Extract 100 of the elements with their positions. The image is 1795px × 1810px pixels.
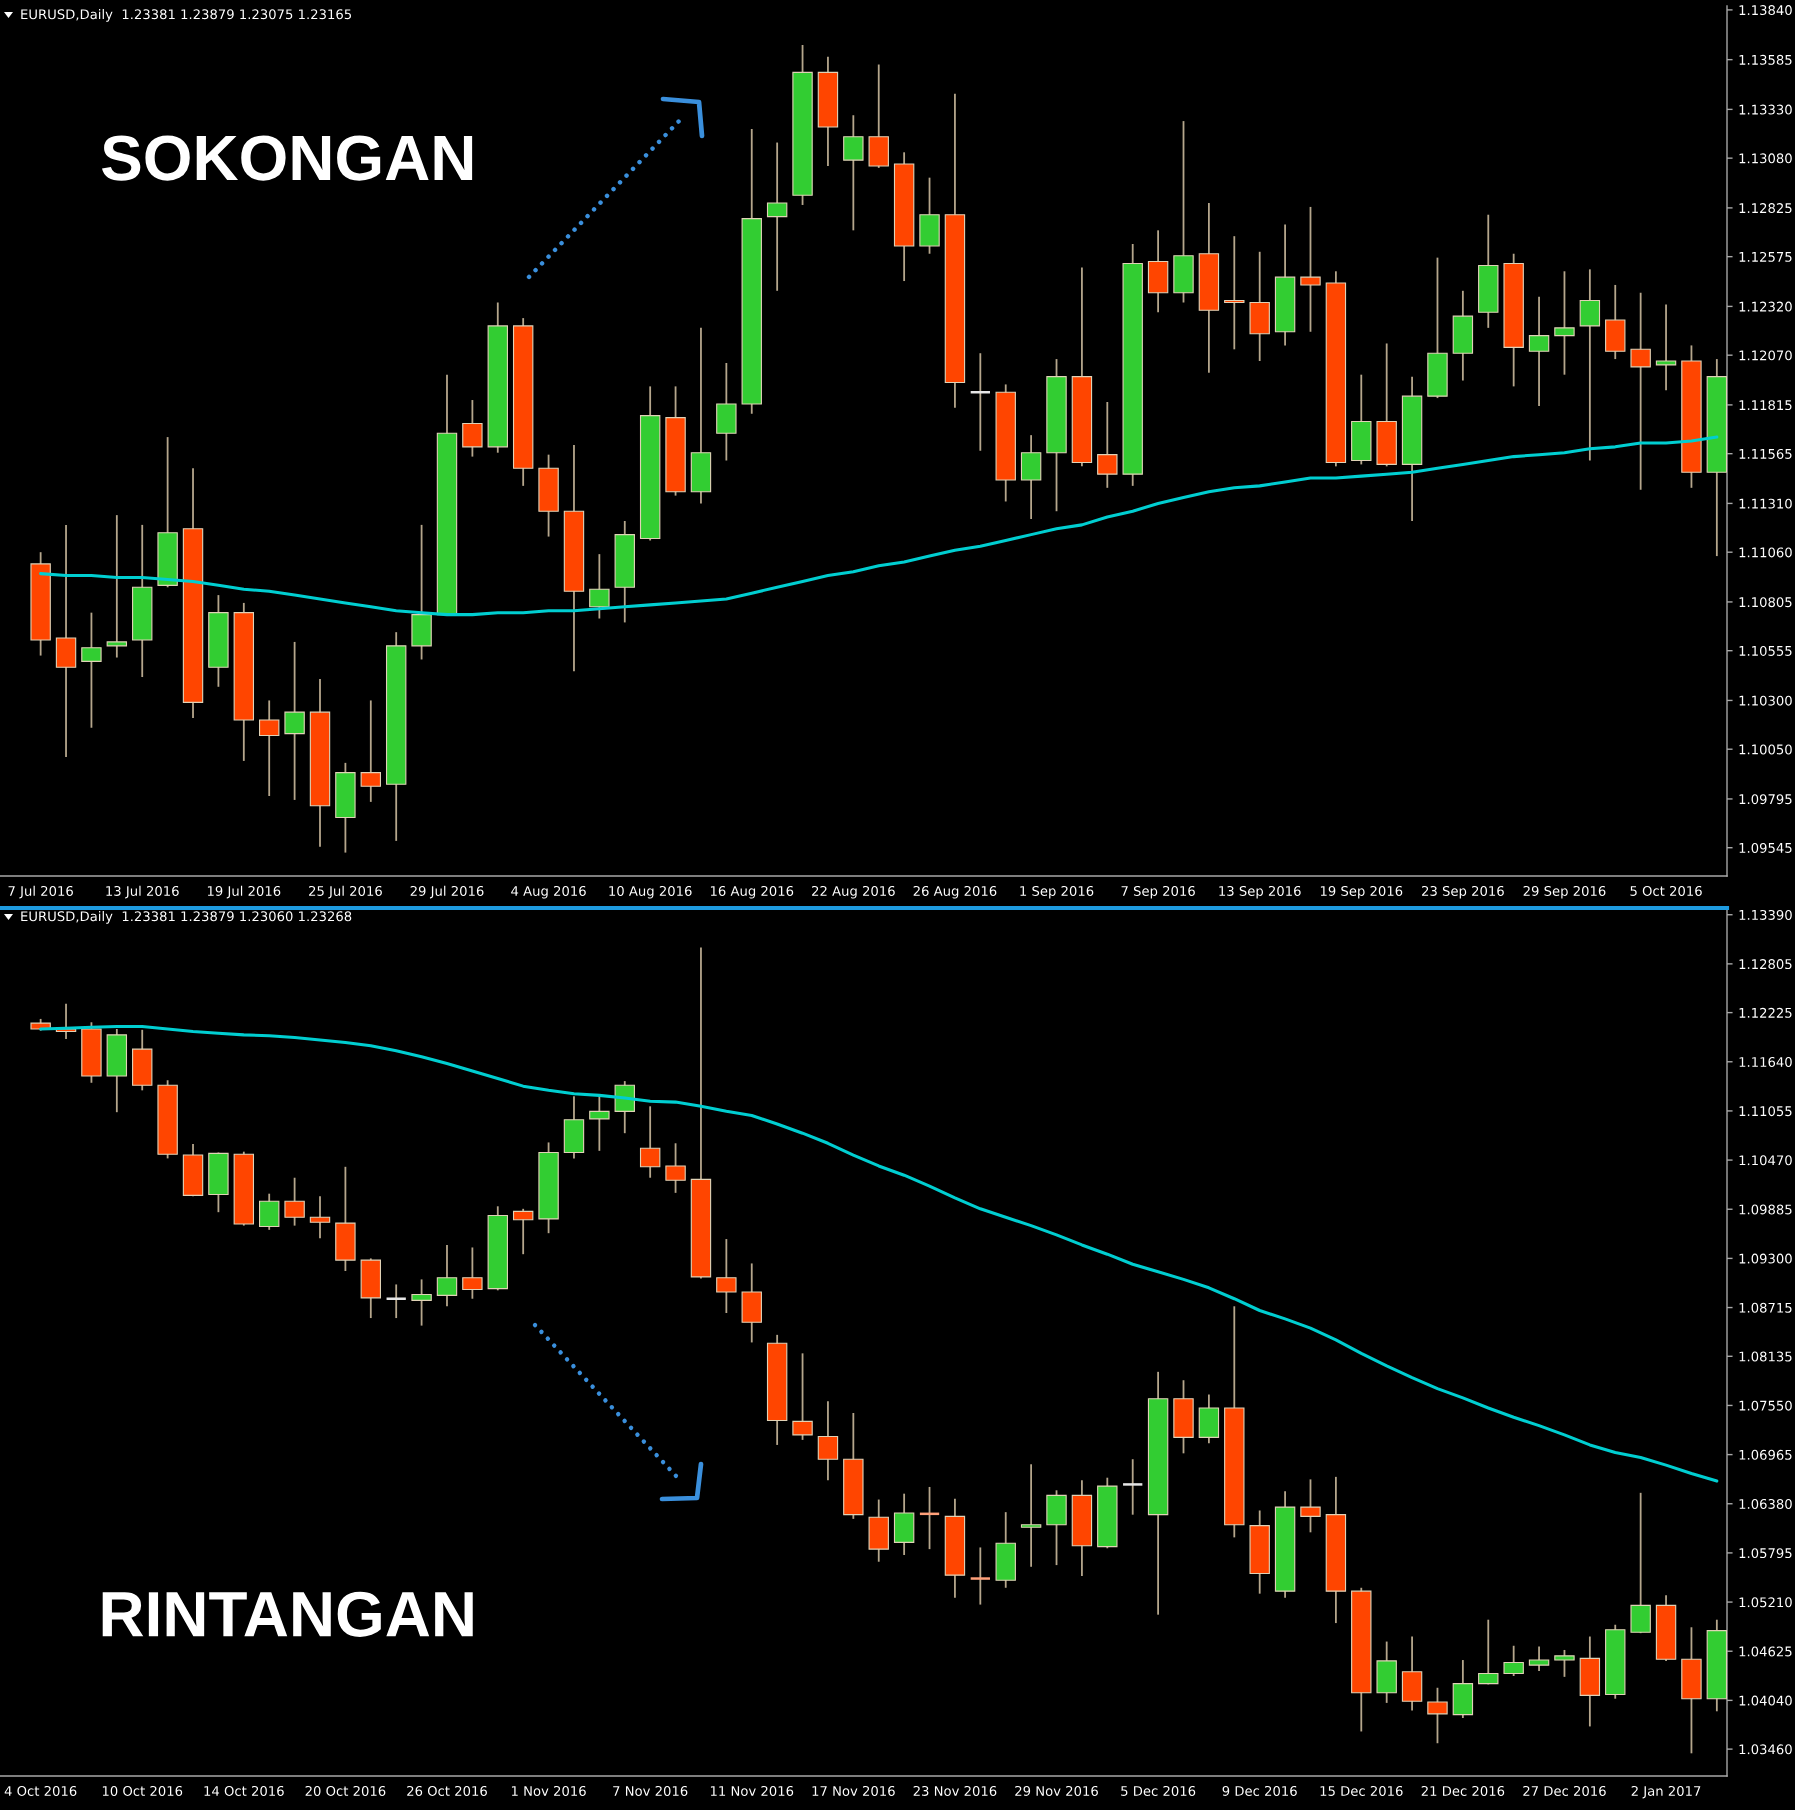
candlestick [716, 1238, 737, 1314]
y-tick-label: 1.12805 [1739, 959, 1792, 970]
candlestick [1554, 1649, 1575, 1678]
candlestick [462, 1246, 483, 1300]
candlestick [259, 699, 280, 797]
y-tick-label: 1.07550 [1739, 1400, 1792, 1411]
candlestick [918, 1486, 941, 1551]
candlestick [589, 553, 610, 620]
candlestick [360, 699, 382, 803]
candlestick [792, 1352, 813, 1441]
y-tick-label: 1.06380 [1739, 1498, 1792, 1509]
y-tick-label: 1.13840 [1739, 5, 1792, 16]
x-tick-label: 7 Nov 2016 [613, 1785, 688, 1796]
x-tick-label: 22 Aug 2016 [812, 885, 895, 899]
candlestick [817, 1400, 839, 1482]
x-tick-label: 23 Nov 2016 [913, 1785, 997, 1796]
chart-title: EURUSD,Daily 1.23381 1.23879 1.23060 1.23268 [21, 911, 352, 924]
candlestick [284, 1176, 305, 1227]
x-tick-label: 7 Jul 2016 [8, 885, 73, 899]
x-tick-label: 11 Nov 2016 [710, 1785, 794, 1796]
x-tick-label: 4 Oct 2016 [4, 1785, 77, 1796]
candlestick [1554, 270, 1575, 376]
candlestick [969, 1546, 992, 1606]
candlestick [843, 114, 864, 232]
x-tick-label: 13 Jul 2016 [106, 885, 179, 899]
x-tick-label: 17 Nov 2016 [812, 1785, 895, 1796]
y-tick-label: 1.13585 [1739, 54, 1792, 65]
candlestick [411, 1278, 432, 1327]
y-tick-label: 1.11640 [1739, 1056, 1792, 1067]
x-tick-label: 26 Aug 2016 [913, 885, 997, 899]
y-tick-label: 1.11815 [1739, 400, 1792, 411]
x-tick-label: 29 Nov 2016 [1015, 1785, 1098, 1796]
candlestick [1503, 1644, 1524, 1677]
candlestick [1528, 1645, 1550, 1672]
y-tick-label: 1.03460 [1739, 1744, 1792, 1755]
x-tick-label: 5 Oct 2016 [1630, 885, 1702, 896]
x-tick-label: 21 Dec 2016 [1421, 1785, 1505, 1796]
y-tick-label: 1.09885 [1739, 1204, 1792, 1215]
y-tick-label: 1.10555 [1739, 645, 1792, 656]
candlestick [1630, 291, 1651, 491]
x-tick-label: 19 Jul 2016 [207, 885, 281, 899]
y-tick-label: 1.12070 [1739, 350, 1792, 361]
y-tick-label: 1.11565 [1739, 448, 1792, 459]
y-tick-label: 1.10300 [1739, 695, 1792, 706]
x-tick-label: 9 Dec 2016 [1222, 1785, 1297, 1796]
line-series [39, 435, 1719, 617]
y-tick-label: 1.11060 [1739, 547, 1792, 558]
x-tick-label: 26 Oct 2016 [407, 1785, 487, 1796]
y-tick-label: 1.13330 [1739, 104, 1792, 115]
x-tick-label: 16 Aug 2016 [710, 885, 794, 899]
candlestick [462, 399, 483, 458]
x-tick-label: 10 Aug 2016 [609, 885, 692, 899]
y-tick-label: 1.11310 [1739, 498, 1792, 509]
y-tick-label: 1.05795 [1739, 1548, 1792, 1559]
candlestick [512, 1207, 534, 1256]
candlestick [309, 1195, 331, 1240]
candlestick [1121, 1458, 1144, 1516]
candlestick [385, 1283, 408, 1319]
y-tick-label: 1.13080 [1739, 153, 1792, 164]
candlestick [1097, 401, 1118, 489]
candlestick [1655, 303, 1677, 392]
x-tick-label: 4 Aug 2016 [511, 885, 586, 899]
x-tick-label: 23 Sep 2016 [1422, 885, 1504, 899]
x-tick-label: 29 Sep 2016 [1523, 885, 1606, 899]
candlestick [1300, 1478, 1321, 1534]
candlestick [1300, 206, 1321, 333]
x-tick-label: 15 Dec 2016 [1320, 1785, 1403, 1796]
y-tick-label: 1.08135 [1739, 1351, 1792, 1362]
candlestick [1224, 235, 1245, 351]
candlestick [589, 1094, 610, 1152]
x-tick-label: 29 Jul 2016 [410, 885, 484, 899]
x-tick-label: 10 Oct 2016 [102, 1785, 183, 1796]
chart-title: EURUSD,Daily 1.23381 1.23879 1.23075 1.23165 [21, 9, 351, 22]
x-tick-label: 27 Dec 2016 [1523, 1785, 1606, 1796]
candlestick [284, 641, 305, 801]
candlestick [766, 141, 788, 292]
y-tick-label: 1.04040 [1739, 1695, 1792, 1706]
y-tick-label: 1.06965 [1739, 1449, 1792, 1460]
y-tick-label: 1.10805 [1739, 597, 1792, 608]
candlestick [106, 514, 128, 659]
x-tick-label: 1 Sep 2016 [1020, 885, 1094, 899]
candlestick [81, 611, 102, 729]
y-tick-label: 1.12320 [1739, 301, 1792, 312]
candlestick [1427, 1686, 1448, 1745]
candlestick [1478, 1618, 1499, 1686]
y-tick-label: 1.09300 [1739, 1253, 1792, 1264]
x-tick-label: 1 Nov 2016 [511, 1785, 586, 1796]
y-tick-label: 1.05210 [1739, 1597, 1792, 1608]
y-tick-label: 1.11055 [1739, 1106, 1792, 1117]
y-tick-label: 1.12825 [1739, 203, 1792, 214]
x-tick-label: 20 Oct 2016 [305, 1785, 386, 1796]
candlestick [1020, 1463, 1042, 1568]
y-tick-label: 1.09795 [1739, 794, 1792, 805]
y-tick-label: 1.13390 [1739, 909, 1792, 920]
y-tick-label: 1.12225 [1739, 1007, 1792, 1018]
candlestick [436, 1244, 458, 1308]
candlestick [665, 1142, 686, 1194]
y-tick-label: 1.08715 [1739, 1302, 1792, 1313]
x-tick-label: 7 Sep 2016 [1121, 885, 1195, 899]
candlestick [969, 352, 992, 452]
